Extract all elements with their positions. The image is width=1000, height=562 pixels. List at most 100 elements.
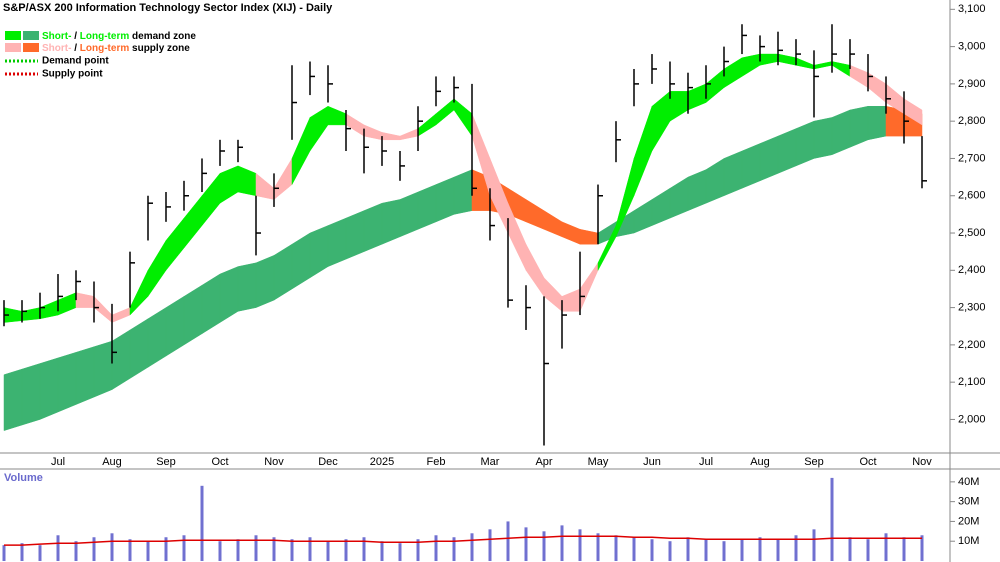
volume-bar <box>812 529 816 561</box>
volume-bar <box>218 541 222 561</box>
y-tick-label: 30M <box>958 496 979 508</box>
y-tick-label: 2,800 <box>958 115 986 127</box>
x-tick-label: Aug <box>102 456 122 468</box>
volume-bar <box>128 539 132 561</box>
legend-swatch <box>5 43 21 52</box>
volume-bar <box>74 541 78 561</box>
volume-bar <box>38 545 42 561</box>
volume-bar <box>272 537 276 561</box>
volume-bar <box>794 535 798 561</box>
volume-panel: 10M 20M 30M 40M <box>2 476 979 561</box>
volume-bar <box>398 543 402 561</box>
legend-swatch <box>23 43 39 52</box>
x-tick-label: Aug <box>750 456 770 468</box>
volume-bar <box>920 535 924 561</box>
volume-bar <box>614 535 618 561</box>
x-tick-label: 2025 <box>370 456 394 468</box>
legend: Short- / Long-term demand zone Short- / … <box>5 31 196 80</box>
zone-segment <box>93 340 113 398</box>
volume-bar <box>758 537 762 561</box>
zone-segment <box>255 255 275 308</box>
legend-label: Demand point <box>42 56 109 67</box>
x-tick-label: Dec <box>318 456 338 468</box>
zone-segment <box>741 143 761 189</box>
zone-segment <box>39 357 59 420</box>
x-tick-label: Nov <box>912 456 932 468</box>
volume-bar <box>308 537 312 561</box>
price-bars <box>3 24 927 446</box>
volume-bar <box>884 533 888 561</box>
y-tick-label: 2,200 <box>958 339 986 351</box>
zone-segment <box>381 199 401 245</box>
y-tick-label: 2,400 <box>958 264 986 276</box>
y-tick-label: 2,700 <box>958 152 986 164</box>
legend-text: demand zone <box>132 31 196 42</box>
volume-bar <box>290 539 294 561</box>
legend-label: Short- / Long-term supply zone <box>42 43 190 54</box>
volume-bar <box>20 543 24 561</box>
y-tick-label: 2,600 <box>958 190 986 202</box>
zone-segment <box>327 217 347 267</box>
y-tick-label: 3,100 <box>958 3 986 15</box>
volume-bar <box>380 541 384 561</box>
x-tick-label: Feb <box>427 456 446 468</box>
volume-bar <box>668 541 672 561</box>
volume-bar <box>56 535 60 561</box>
volume-bar <box>2 545 6 561</box>
volume-bar <box>650 539 654 561</box>
volume-bar <box>740 539 744 561</box>
volume-bar <box>704 539 708 561</box>
volume-bar <box>776 539 780 561</box>
volume-bar <box>236 539 240 561</box>
zone-segment <box>237 262 257 312</box>
volume-bar <box>200 485 204 561</box>
legend-label: Supply point <box>42 69 103 80</box>
x-tick-label: Oct <box>859 456 876 468</box>
zone-segment <box>453 169 473 215</box>
zone-segment <box>75 346 95 405</box>
volume-bar <box>848 537 852 561</box>
volume-bar <box>542 531 546 561</box>
volume-bar <box>506 521 510 561</box>
volume-bar <box>632 537 636 561</box>
volume-bar <box>110 533 114 561</box>
legend-text: / <box>74 43 77 54</box>
x-tick-label: Sep <box>156 456 176 468</box>
zone-segment <box>363 202 383 253</box>
volume-bar <box>254 535 258 561</box>
zone-segment <box>777 128 797 174</box>
volume-bar <box>362 537 366 561</box>
x-tick-label: Jun <box>643 456 661 468</box>
zone-segment <box>831 109 851 156</box>
volume-average <box>4 535 922 546</box>
volume-bar <box>434 535 438 561</box>
zone-segment <box>867 106 887 141</box>
x-tick-label: May <box>588 456 609 468</box>
x-tick-label: Mar <box>481 456 500 468</box>
y-tick-label: 2,900 <box>958 78 986 90</box>
volume-bar <box>344 539 348 561</box>
x-tick-label: Jul <box>51 456 65 468</box>
x-tick-label: Nov <box>264 456 284 468</box>
volume-bar <box>902 537 906 561</box>
legend-text: Long-term <box>80 31 130 42</box>
legend-text: supply zone <box>132 43 190 54</box>
volume-bar <box>560 525 564 561</box>
volume-bar <box>686 537 690 561</box>
volume-bar <box>596 533 600 561</box>
zone-segment <box>795 120 815 167</box>
zone-segment <box>57 351 77 413</box>
volume-bar <box>722 541 726 561</box>
zone-segment <box>417 184 437 230</box>
legend-text: Short- <box>42 43 71 54</box>
zone-segment <box>759 135 779 182</box>
y-tick-label: 3,000 <box>958 41 986 53</box>
x-tick-label: Apr <box>535 456 552 468</box>
y-tick-label: 2,000 <box>958 413 986 425</box>
volume-bar <box>416 539 420 561</box>
zone-segment <box>723 150 743 197</box>
volume-bar <box>866 539 870 561</box>
volume-bar <box>92 537 96 561</box>
